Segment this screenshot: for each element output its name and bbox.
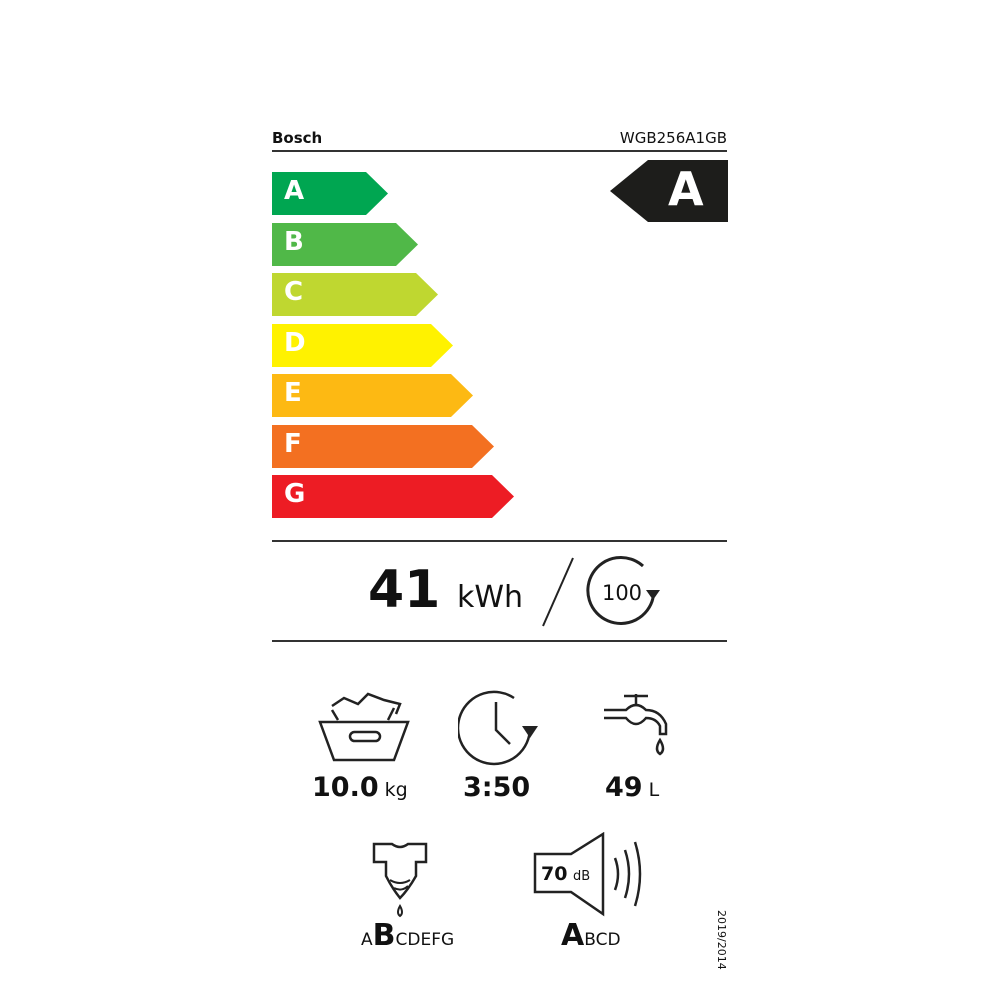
noise-class-scale: ABCD [561,918,621,953]
energy-class-label: A [284,176,305,206]
per-100-cycles-icon: 100 [542,555,660,627]
noise-value: 70 [541,863,567,885]
shirt-drip-icon [372,842,428,918]
water-value: 49 L [605,772,660,803]
tap-icon [604,694,668,756]
energy-class-label: F [284,428,302,459]
header-divider [272,150,727,152]
speaker-icon: 70 dB [533,832,642,917]
energy-class-label: B [284,226,304,257]
energy-class-label: C [284,277,304,307]
laundry-basket-icon [318,692,410,762]
model-number: WGB256A1GB [619,129,727,147]
energy-class-bar-g: G [272,475,514,518]
divider [272,540,727,542]
energy-class-bar-a: A [272,172,388,215]
clock-icon [458,690,538,766]
energy-class-bar-e: E [272,374,473,417]
energy-class-label: D [284,327,306,358]
energy-class-label: E [284,378,302,408]
energy-class-bar-f: F [272,424,494,468]
energy-class-bar-d: D [272,323,453,367]
spin-class-scale: ABCDEFG [361,918,455,953]
duration-value: 3:50 [463,772,531,803]
brand-name: Bosch [272,129,323,147]
energy-consumption-value: 41 [368,560,441,620]
energy-rating-label: A [668,162,704,216]
energy-class-bar-b: B [272,222,418,266]
divider [272,640,727,642]
capacity-value: 10.0 kg [312,772,408,803]
energy-consumption-unit: kWh [457,580,524,615]
energy-class-label: G [284,479,306,509]
regulation-number: 2019/2014 [715,910,728,970]
energy-rating-arrow: A [610,160,728,222]
noise-unit: dB [573,869,590,884]
cycles-label: 100 [602,581,642,605]
energy-class-bar-c: C [272,273,438,316]
